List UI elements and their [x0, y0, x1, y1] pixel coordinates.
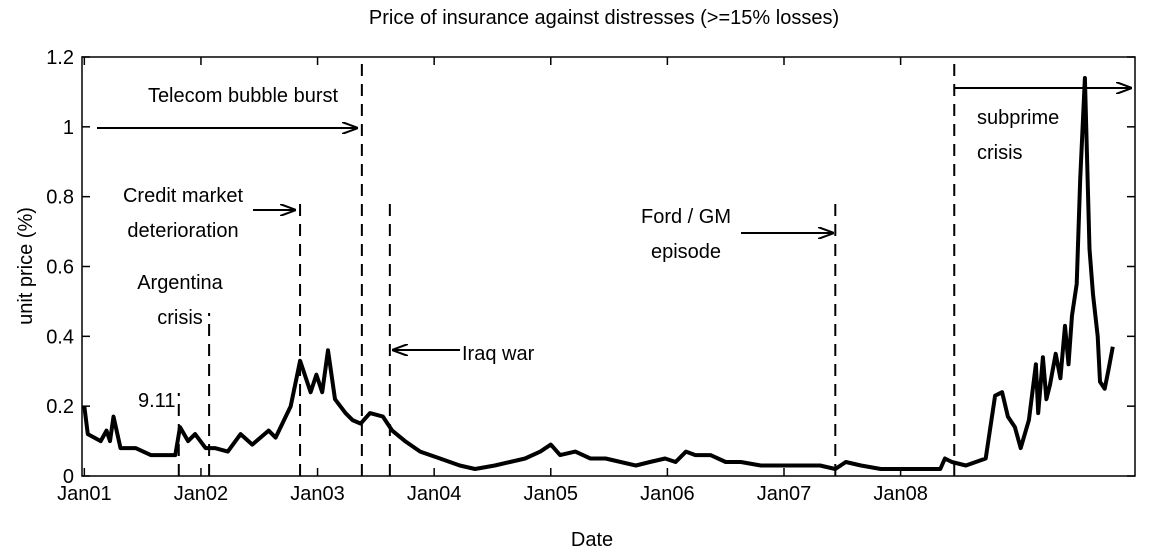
- chart-title: Price of insurance against distresses (>…: [369, 7, 839, 29]
- x-tick-label: Jan02: [174, 483, 229, 505]
- x-tick-label: Jan03: [290, 483, 345, 505]
- y-tick-label: 1.2: [46, 47, 74, 69]
- x-tick-label: Jan07: [757, 483, 812, 505]
- y-tick-label: 0.8: [46, 187, 74, 209]
- y-axis-label: unit price (%): [15, 207, 37, 325]
- annotation: Telecom bubble burst: [148, 85, 339, 107]
- annotation: Credit market: [123, 185, 243, 207]
- y-tick-label: 0: [63, 466, 74, 488]
- annotation: Iraq war: [462, 343, 535, 365]
- annotation: Argentina: [137, 272, 223, 294]
- annotation: crisis: [157, 307, 203, 329]
- y-tick-label: 0.4: [46, 326, 74, 348]
- data-line: [82, 76, 1115, 471]
- y-tick-label: 0.6: [46, 257, 74, 279]
- x-tick-label: Jan01: [57, 483, 112, 505]
- annotation: crisis: [977, 142, 1023, 164]
- annotation: deterioration: [127, 220, 238, 242]
- y-tick-label: 0.2: [46, 396, 74, 418]
- x-tick-label: Jan06: [640, 483, 695, 505]
- y-tick-label: 1: [63, 117, 74, 139]
- x-tick-label: Jan08: [873, 483, 928, 505]
- annotation: subprime: [977, 107, 1059, 129]
- annotation: Ford / GM: [641, 206, 731, 228]
- x-axis-label: Date: [571, 529, 613, 551]
- x-tick-label: Jan05: [524, 483, 579, 505]
- annotation: 9.11: [138, 390, 175, 412]
- annotation: episode: [651, 241, 721, 263]
- x-tick-label: Jan04: [407, 483, 462, 505]
